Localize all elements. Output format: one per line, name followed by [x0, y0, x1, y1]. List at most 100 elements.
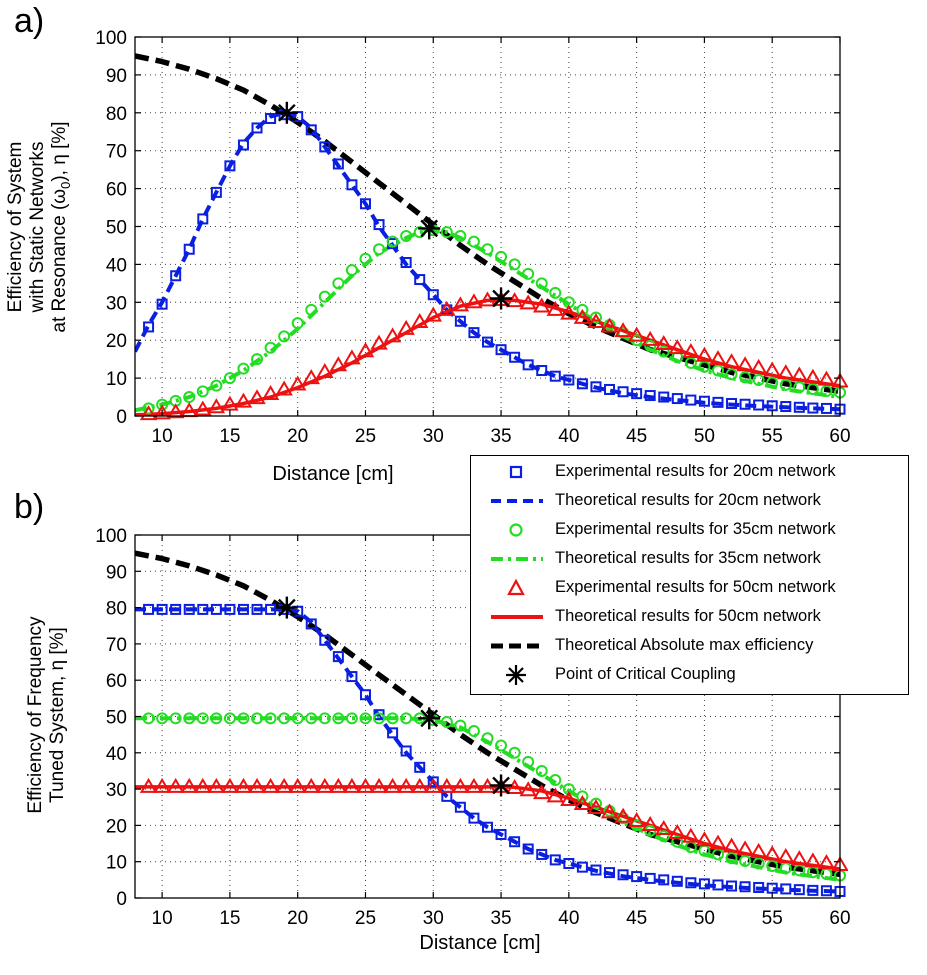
data-point-square: [359, 198, 371, 210]
x-tick-label: 40: [558, 908, 579, 929]
data-point-square: [197, 603, 209, 615]
data-point-circle: [156, 712, 169, 725]
data-point-square: [563, 374, 575, 386]
y-tick-label: 10: [106, 853, 127, 874]
data-point-triangle: [817, 370, 836, 386]
data-point-triangle: [343, 777, 361, 793]
data-point-circle: [725, 368, 738, 381]
data-point-circle: [522, 755, 535, 768]
data-point-circle: [725, 852, 738, 865]
data-point-square: [170, 270, 182, 282]
data-point-circle: [278, 712, 291, 725]
data-point-square: [427, 289, 439, 301]
data-point-square: [143, 603, 155, 615]
data-point-circle: [251, 353, 264, 366]
data-point-square: [400, 257, 412, 269]
data-point-triangle: [804, 368, 822, 384]
data-point-square: [319, 141, 331, 153]
data-point-square: [143, 321, 155, 333]
data-point-triangle: [722, 353, 741, 369]
data-point-square: [482, 821, 493, 833]
data-point-circle: [251, 712, 264, 725]
x-tick-label: 50: [694, 426, 715, 447]
data-point-square: [604, 383, 616, 395]
data-point-square: [658, 391, 670, 403]
series-line-theoretical-results-for-35cm-network: [135, 716, 841, 882]
data-point-circle: [264, 341, 277, 354]
data-point-square: [671, 875, 683, 887]
data-point-triangle: [139, 405, 158, 421]
star-stroke: [277, 103, 296, 122]
data-point-circle: [278, 330, 291, 343]
data-point-circle: [196, 385, 209, 398]
legend-label: Theoretical Absolute max efficiency: [555, 636, 814, 654]
data-point-circle: [535, 277, 548, 290]
data-point-triangle: [370, 777, 388, 793]
data-point-square: [305, 618, 317, 630]
x-tick-label: 55: [762, 908, 783, 929]
data-point-triangle: [749, 842, 768, 858]
critical-coupling-point: [490, 774, 513, 797]
data-point-circle: [576, 790, 589, 803]
data-point-circle: [345, 712, 358, 725]
data-point-square: [590, 381, 602, 393]
y-tick-label: 30: [106, 293, 127, 314]
data-point-triangle: [194, 777, 212, 793]
panel-b-ylabel: Efficiency of Frequency Tuned System, η …: [25, 595, 69, 835]
data-point-triangle: [614, 322, 632, 338]
panel-a-ylabel: Efficiency of System with Static Network…: [5, 97, 73, 357]
panel-a-ylabel-line3b: ), η [%]: [49, 121, 70, 182]
data-point-square: [387, 727, 399, 739]
data-point-triangle: [777, 364, 795, 380]
legend-item: Experimental results for 20cm network: [471, 458, 908, 487]
data-point-circle: [223, 372, 236, 385]
legend: Experimental results for 20cm network Th…: [470, 455, 909, 695]
panel-a-ylabel-line3: at Resonance (ω0), η [%]: [49, 97, 77, 357]
series-line-theoretical-absolute-max-efficiency: [135, 550, 841, 878]
data-point-triangle: [316, 363, 334, 379]
data-point-circle: [332, 277, 345, 290]
data-point-triangle: [166, 777, 185, 793]
y-tick-label: 100: [95, 28, 127, 49]
data-point-triangle: [343, 349, 361, 365]
x-tick-label: 50: [694, 908, 715, 929]
data-point-circle: [467, 725, 480, 738]
data-point-triangle: [302, 777, 320, 793]
data-point-circle: [644, 339, 657, 352]
data-point-triangle: [682, 342, 700, 358]
data-point-circle: [671, 835, 684, 848]
y-tick-label: 0: [116, 407, 127, 428]
data-point-square: [807, 402, 819, 414]
data-point-circle: [345, 264, 358, 277]
star-stroke: [277, 598, 296, 617]
data-point-triangle: [722, 837, 741, 853]
data-point-square: [509, 836, 521, 848]
data-point-square: [454, 315, 466, 327]
data-point-circle: [752, 373, 765, 386]
data-point-circle: [440, 715, 453, 728]
data-point-square: [251, 122, 263, 134]
data-point-triangle: [438, 300, 456, 316]
data-point-circle: [386, 235, 399, 248]
panel-b-ylabel-line1: Efficiency of Frequency: [25, 616, 46, 814]
y-tick-label: 70: [106, 635, 127, 656]
legend-label: Theoretical results for 35cm network: [555, 549, 821, 567]
data-point-square: [346, 671, 358, 683]
legend-marker-dashdot: [491, 557, 543, 561]
critical-coupling-point: [418, 217, 441, 240]
data-point-circle: [318, 290, 331, 303]
data-point-circle: [386, 712, 399, 725]
data-point-square: [549, 370, 561, 382]
star-stroke: [492, 289, 510, 308]
data-point-triangle: [546, 787, 565, 803]
data-point-triangle: [641, 816, 659, 832]
x-tick-label: 35: [490, 908, 511, 929]
data-point-triangle: [234, 392, 253, 408]
legend-label: Experimental results for 50cm network: [555, 578, 836, 596]
data-point-triangle: [519, 294, 537, 310]
x-tick-label: 10: [152, 426, 173, 447]
data-point-triangle: [397, 777, 415, 793]
data-point-circle: [183, 712, 196, 725]
data-point-triangle: [248, 389, 266, 405]
